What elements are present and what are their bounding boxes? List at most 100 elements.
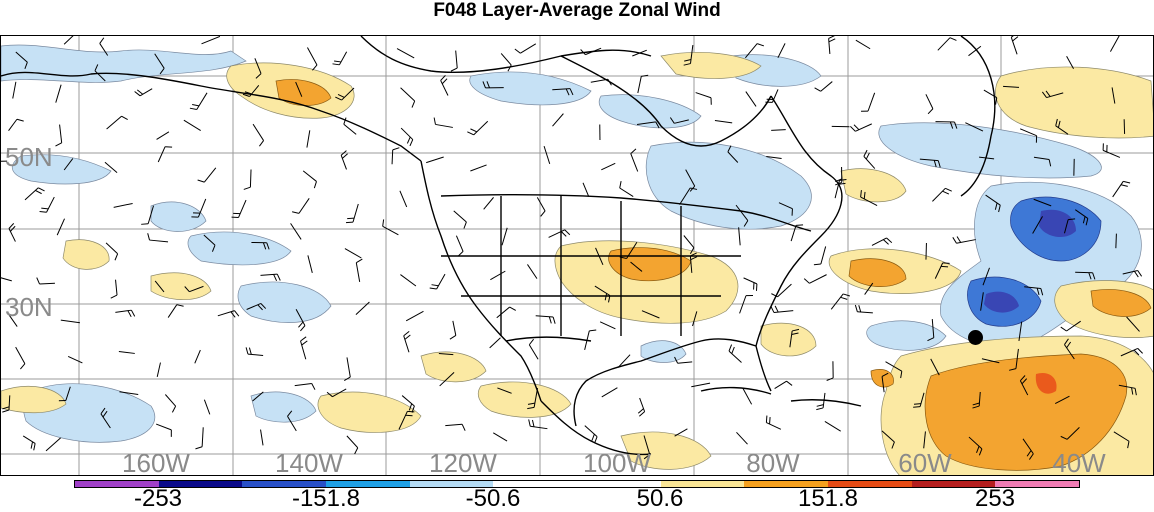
wind-barb: [1011, 36, 1018, 54]
wind-barb: [383, 219, 399, 234]
wind-barb: [743, 388, 752, 404]
wind-barb: [195, 427, 203, 449]
wind-barb: [261, 274, 281, 281]
wind-barb: [55, 125, 61, 146]
wind-barb: [1110, 36, 1119, 52]
wind-barb: [156, 424, 171, 437]
cuba: [701, 388, 771, 394]
blue-blob: [251, 392, 316, 422]
wind-barb: [816, 393, 825, 410]
wind-barb: [397, 49, 414, 58]
florida: [756, 346, 771, 391]
wind-barb: [591, 79, 612, 85]
wind-barb: [638, 398, 644, 416]
wind-barb: [111, 280, 117, 299]
yellow-blob: [478, 382, 571, 417]
wind-barb: [23, 436, 35, 450]
wind-barb: [430, 274, 445, 289]
yellow-blob: [63, 240, 109, 270]
wind-barb: [544, 146, 550, 164]
wind-barb: [347, 436, 358, 454]
latitude-label-30n: 30N: [5, 294, 53, 320]
wind-barb: [746, 92, 756, 107]
wind-barb: [204, 400, 209, 415]
legend-label: -253: [134, 487, 182, 511]
legend-label: 151.8: [798, 487, 858, 511]
wind-barb: [345, 249, 361, 258]
north-coast: [361, 36, 651, 72]
wind-barb: [346, 204, 358, 223]
wind-barb: [938, 38, 957, 51]
wind-barb: [1103, 143, 1120, 157]
wind-barb: [261, 430, 263, 446]
wind-barb: [766, 416, 780, 430]
wind-barb: [456, 236, 463, 257]
yellow-blob: [841, 169, 906, 202]
wind-barb: [739, 227, 741, 245]
wind-barb: [344, 118, 356, 135]
wind-barb: [470, 165, 486, 171]
wind-barb: [536, 316, 555, 324]
wind-barb: [218, 311, 239, 318]
wind-barb: [307, 130, 310, 147]
yellow-blob: [761, 323, 816, 356]
wind-barb: [827, 361, 834, 380]
wind-barb: [61, 320, 80, 323]
wind-barb: [490, 338, 501, 348]
longitude-label-80w: 80W: [746, 450, 799, 476]
wind-barb: [583, 183, 589, 197]
wind-barb: [515, 44, 536, 53]
wind-barb: [953, 236, 976, 243]
wind-barb: [56, 85, 61, 103]
wind-barb: [497, 307, 516, 318]
wind-map: 50N 30N 160W 140W 120W 100W 80W 60W 40W: [0, 35, 1154, 476]
wind-barb: [815, 82, 833, 92]
longitude-label-160w: 160W: [122, 450, 190, 476]
wind-barb: [307, 47, 317, 70]
wind-barb: [107, 116, 128, 129]
wind-barb: [502, 228, 507, 245]
wind-barb: [292, 198, 309, 213]
legend-label: 253: [975, 487, 1015, 511]
wind-barb: [202, 36, 220, 43]
blue-blob: [188, 232, 291, 265]
wind-barb: [602, 388, 618, 397]
wind-barb: [404, 331, 411, 352]
blue-blob: [1, 45, 246, 82]
longitude-label-100w: 100W: [583, 450, 651, 476]
alaska-coast: [1, 72, 421, 161]
wind-barb: [57, 219, 64, 235]
wind-barb: [441, 75, 448, 95]
wind-barb: [537, 197, 545, 216]
caribbean: [791, 400, 861, 406]
wind-barb: [9, 119, 24, 130]
wind-barb: [600, 322, 615, 329]
wind-barb: [392, 148, 399, 165]
wind-barb: [736, 432, 747, 444]
legend-label: -151.8: [292, 487, 360, 511]
wind-barb: [775, 381, 792, 388]
longitude-label-60w: 60W: [898, 450, 951, 476]
longitude-label-120w: 120W: [429, 450, 497, 476]
wind-barb: [356, 259, 362, 282]
wind-barb: [157, 132, 169, 140]
wind-barb: [190, 93, 207, 110]
longitude-label-40w: 40W: [1052, 450, 1105, 476]
wind-barb: [729, 345, 741, 363]
wind-barb: [135, 89, 153, 96]
longitude-label-140w: 140W: [275, 450, 343, 476]
gulf-coast: [574, 339, 756, 426]
wind-barb: [715, 120, 732, 122]
wind-barb: [301, 337, 308, 359]
color-legend-labels: -253 -151.8 -50.6 50.6 151.8 253: [0, 487, 1154, 511]
wind-barb: [158, 147, 172, 162]
wind-barb: [696, 93, 712, 105]
wind-barb: [451, 51, 457, 72]
wind-barb: [16, 347, 25, 369]
wind-barb: [601, 163, 615, 169]
wind-barb: [232, 200, 246, 217]
wind-barb: [244, 170, 251, 190]
wind-barb: [1, 276, 12, 281]
wind-barb: [856, 40, 870, 49]
wind-barb: [1113, 181, 1130, 197]
